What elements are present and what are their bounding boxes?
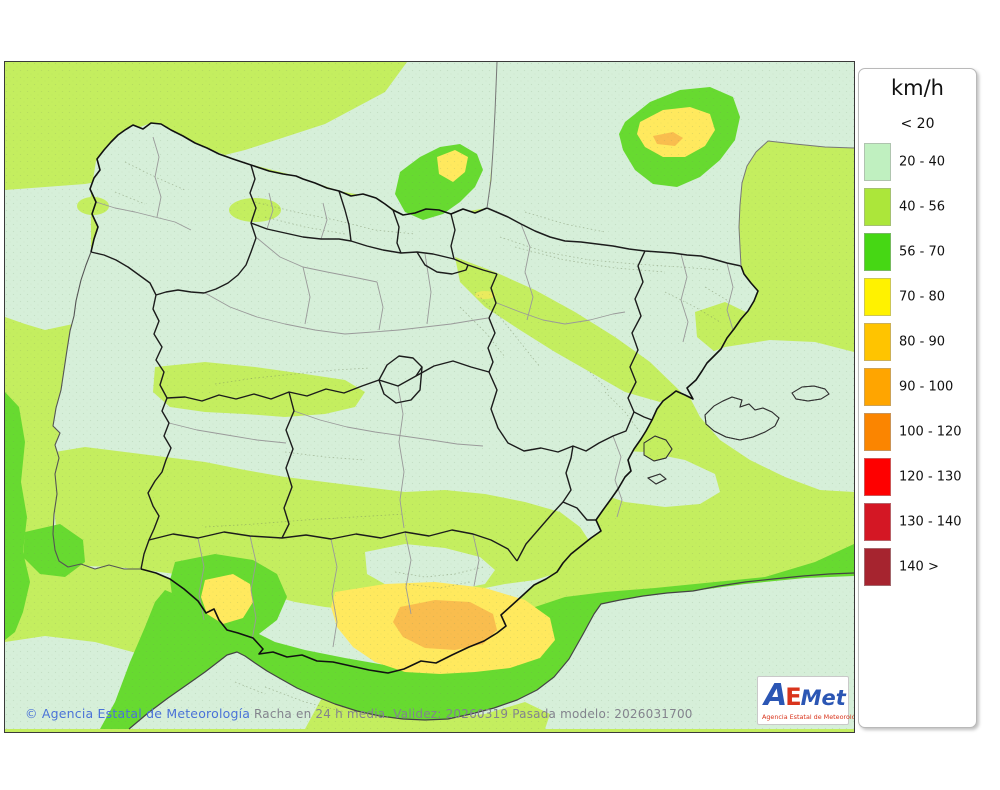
legend-row: 70 - 80 (859, 278, 976, 316)
pyrenees-border (486, 207, 742, 267)
legend-open-class: < 20 (900, 116, 935, 132)
legend-row: 120 - 130 (859, 458, 976, 496)
legend-swatch-100-120 (864, 413, 891, 451)
legend-swatch-20-40 (864, 143, 891, 181)
legend-row: 130 - 140 (859, 503, 976, 541)
legend-swatch-70-80 (864, 278, 891, 316)
legend-swatch-140-plus (864, 548, 891, 586)
legend-label: 80 - 90 (899, 334, 946, 350)
legend-label: 40 - 56 (899, 199, 946, 215)
spain-north-coast (89, 122, 488, 253)
region-borders (90, 164, 653, 570)
coastlines (52, 62, 854, 730)
province-borders (95, 136, 734, 648)
aemet-logo-subtitle: Agencia Estatal de Meteorología (762, 713, 855, 721)
aemet-logo: AEMet Agencia Estatal de Meteorología (757, 676, 855, 725)
legend-swatch-40-56 (864, 188, 891, 226)
legend-label: 100 - 120 (899, 424, 962, 440)
legend-row: 100 - 120 (859, 413, 976, 451)
legend-swatch-80-90 (864, 323, 891, 361)
aemet-logo-wordmark: AEMet (764, 678, 846, 713)
legend-row: 90 - 100 (859, 368, 976, 406)
legend-swatch-90-100 (864, 368, 891, 406)
legend-row: 40 - 56 (859, 188, 976, 226)
legend-swatch-56-70 (864, 233, 891, 271)
legend-label: 120 - 130 (899, 469, 962, 485)
africa-coast (128, 572, 854, 730)
legend-label: 140 > (899, 559, 939, 575)
legend-label: 130 - 140 (899, 514, 962, 530)
france-atlantic-coast (486, 62, 498, 209)
wind-gust-map: © Agencia Estatal de Meteorología Racha … (4, 61, 855, 733)
legend-label: 90 - 100 (899, 379, 954, 395)
spain-south-east-coast (140, 265, 759, 674)
legend-label: 56 - 70 (899, 244, 946, 260)
iberia-wind-field-canvas (5, 62, 854, 732)
mountain-ridges (114, 161, 731, 713)
legend-row: 20 - 40 (859, 143, 976, 181)
legend-row: 80 - 90 (859, 323, 976, 361)
legend-label: 20 - 40 (899, 154, 946, 170)
model-run-info-text: Racha en 24 h media. Validez: 20260319 P… (254, 707, 693, 721)
legend-swatch-120-130 (864, 458, 891, 496)
france-mediterranean-coast (738, 140, 854, 267)
legend-unit-title: km/h (890, 76, 944, 100)
copyright-text: © Agencia Estatal de Meteorología (25, 706, 251, 721)
portugal-coast (52, 251, 141, 570)
logo-letter-a: A (764, 678, 787, 713)
logo-letter-e: E (785, 683, 801, 711)
legend-panel: km/h < 20 20 - 40 40 - 56 56 - 70 70 - 8… (858, 68, 977, 728)
logo-letters-met: Met (800, 686, 846, 710)
legend-swatch-130-140 (864, 503, 891, 541)
terrain-speckle (5, 62, 854, 732)
legend-label: 70 - 80 (899, 289, 946, 305)
legend-row: 140 > (859, 548, 976, 586)
legend-row: 56 - 70 (859, 233, 976, 271)
